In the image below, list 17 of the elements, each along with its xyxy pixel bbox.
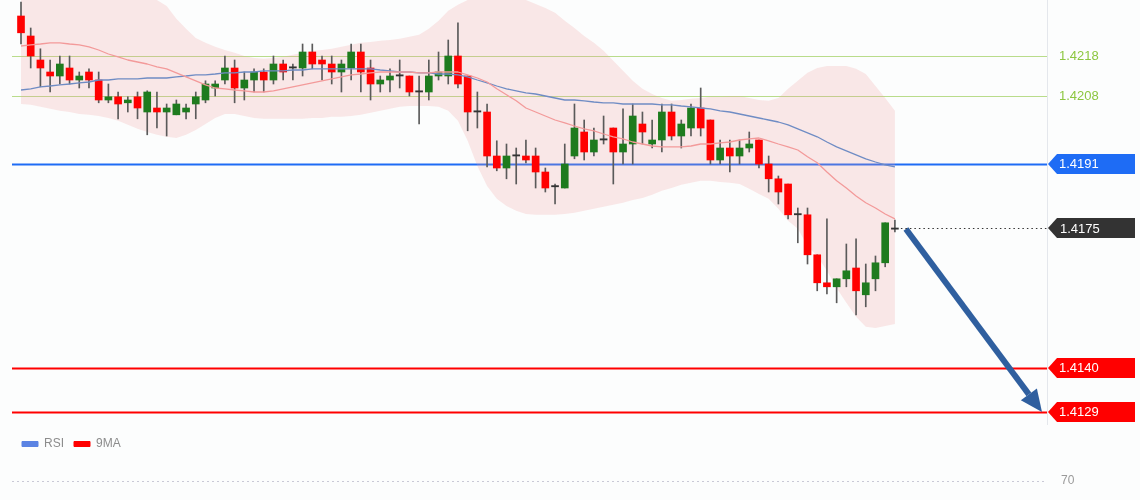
- candlestick: [891, 219, 899, 233]
- legend-label: 9MA: [96, 436, 121, 451]
- candlestick: [415, 75, 423, 125]
- y-tick-label: 1.4218: [1059, 47, 1099, 63]
- candlestick: [551, 183, 559, 205]
- y-tick-label: 1.4208: [1059, 87, 1099, 103]
- text: 70: [1061, 473, 1075, 488]
- candlestick: [395, 59, 404, 89]
- text: 1.4175: [1060, 220, 1100, 236]
- candlestick: [823, 218, 831, 295]
- y-tick-label: 1.4140: [1059, 359, 1099, 375]
- candlestick: [619, 108, 627, 165]
- legend-label: RSI: [44, 436, 65, 451]
- y-tick-label: 1.4191: [1059, 155, 1099, 171]
- y-tick-label: 1.4129: [1059, 403, 1099, 419]
- candlestick: [512, 147, 521, 185]
- candlestick: [793, 207, 802, 244]
